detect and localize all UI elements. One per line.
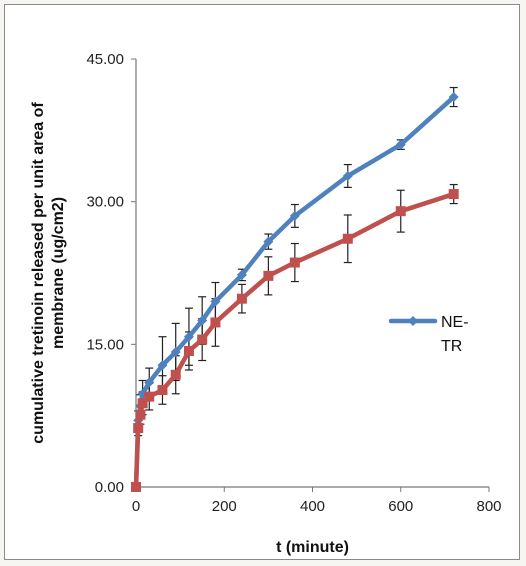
y-tick-label: 0.00: [95, 479, 124, 496]
series-point-1: [170, 346, 181, 357]
series-point-1: [210, 296, 221, 307]
series-point-1: [183, 331, 194, 342]
y-tick-label: 45.00: [86, 51, 124, 68]
legend: NE- TR: [388, 314, 469, 355]
series-point-2: [236, 293, 247, 304]
series-point-1: [263, 236, 274, 247]
series-point-2: [137, 398, 148, 409]
y-tick-label: 30.00: [86, 194, 124, 211]
series-point-1: [144, 377, 155, 388]
legend-label-line: TR: [441, 338, 462, 355]
x-tick-label: 600: [388, 498, 413, 515]
series-point-2: [144, 391, 155, 402]
release-chart: 0 200 400 600 800 0.00 15.00 30.00 45.00 t (minu…: [30, 51, 502, 556]
legend-label-line: NE-: [441, 314, 469, 331]
series-point-2: [157, 384, 168, 395]
series-point-1: [289, 210, 300, 221]
series-point-2: [197, 334, 208, 345]
x-tick-label: 200: [212, 498, 237, 515]
series-point-1: [342, 170, 353, 181]
series-point-1: [236, 269, 247, 280]
series-point-2: [183, 345, 194, 356]
series-point-2: [289, 257, 300, 268]
series-point-2: [170, 369, 181, 380]
series-point-2: [135, 409, 146, 420]
series-point-1: [395, 139, 406, 150]
series-point-2: [342, 233, 353, 244]
series-point-2: [210, 317, 221, 328]
series-group: [131, 92, 459, 492]
series-point-2: [263, 270, 274, 281]
y-axis-title: cumulative tretinoin released per unit a…: [30, 102, 67, 444]
series-point-1: [157, 360, 168, 371]
series-point-2: [133, 423, 144, 434]
legend-marker: [408, 316, 418, 326]
series-point-1: [197, 315, 208, 326]
series-point-1: [448, 92, 459, 103]
x-tick-label: 400: [300, 498, 325, 515]
x-tick-label: 800: [476, 498, 501, 515]
axes: [131, 58, 490, 492]
x-axis-title: t (minute): [276, 539, 349, 556]
x-tick-label: 0: [132, 498, 140, 515]
series-line-1: [133, 94, 456, 490]
series-point-2: [448, 189, 459, 200]
y-axis-title-line: cumulative tretinoin released per unit a…: [30, 102, 47, 444]
series-line-2: [133, 191, 456, 490]
y-axis-title-line: membrane (ug/cm2): [50, 197, 67, 349]
series-point-2: [131, 482, 141, 492]
y-tick-label: 15.00: [86, 336, 124, 353]
tick-labels: 0 200 400 600 800 0.00 15.00 30.00 45.00: [86, 51, 501, 515]
series-point-2: [395, 206, 406, 217]
chart-frame: 0 200 400 600 800 0.00 15.00 30.00 45.00 t (minu…: [4, 4, 520, 560]
